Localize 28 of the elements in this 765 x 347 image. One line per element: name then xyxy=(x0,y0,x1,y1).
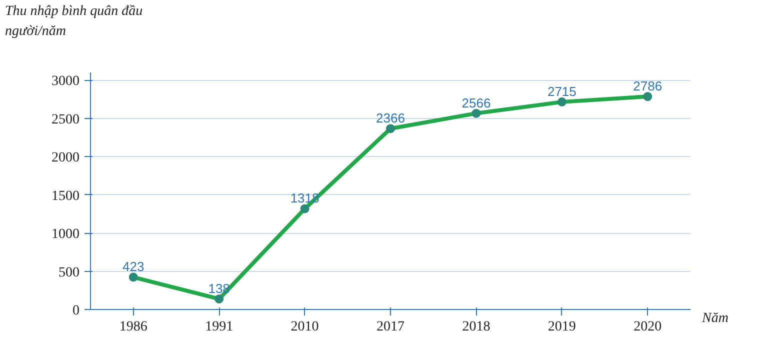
x-tick-label: 1991 xyxy=(205,320,234,334)
data-label: 423 xyxy=(122,259,144,274)
data-label: 2366 xyxy=(376,110,405,126)
x-axis-title: Năm xyxy=(702,310,728,328)
point xyxy=(214,294,224,304)
x-tick-label: 2019 xyxy=(548,320,576,334)
x-tick-label: 2010 xyxy=(290,320,319,334)
x-tick-label: 2020 xyxy=(634,320,662,334)
point xyxy=(557,97,566,106)
y-tick-label: 1500 xyxy=(52,188,80,204)
y-tick-label: 3000 xyxy=(52,74,80,90)
data-label: 2715 xyxy=(547,84,576,99)
y-axis-title: Thu nhập bình quân đầu người/năm xyxy=(5,3,144,41)
point xyxy=(472,108,481,118)
x-tick-label: 1986 xyxy=(119,320,148,334)
y-tick-label: 2500 xyxy=(52,112,80,128)
x-tick-label: 2018 xyxy=(462,320,490,334)
point xyxy=(300,204,310,214)
point xyxy=(386,124,395,134)
point xyxy=(128,272,138,282)
data-label: 2566 xyxy=(462,95,491,110)
y-tick-label: 2000 xyxy=(52,150,80,166)
point xyxy=(643,92,652,101)
y-tick-label: 1000 xyxy=(52,227,80,242)
y-tick-label: 0 xyxy=(72,304,80,318)
x-tick-label: 2017 xyxy=(376,320,404,334)
data-label: 2786 xyxy=(633,78,662,94)
y-tick-label: 500 xyxy=(58,265,80,280)
